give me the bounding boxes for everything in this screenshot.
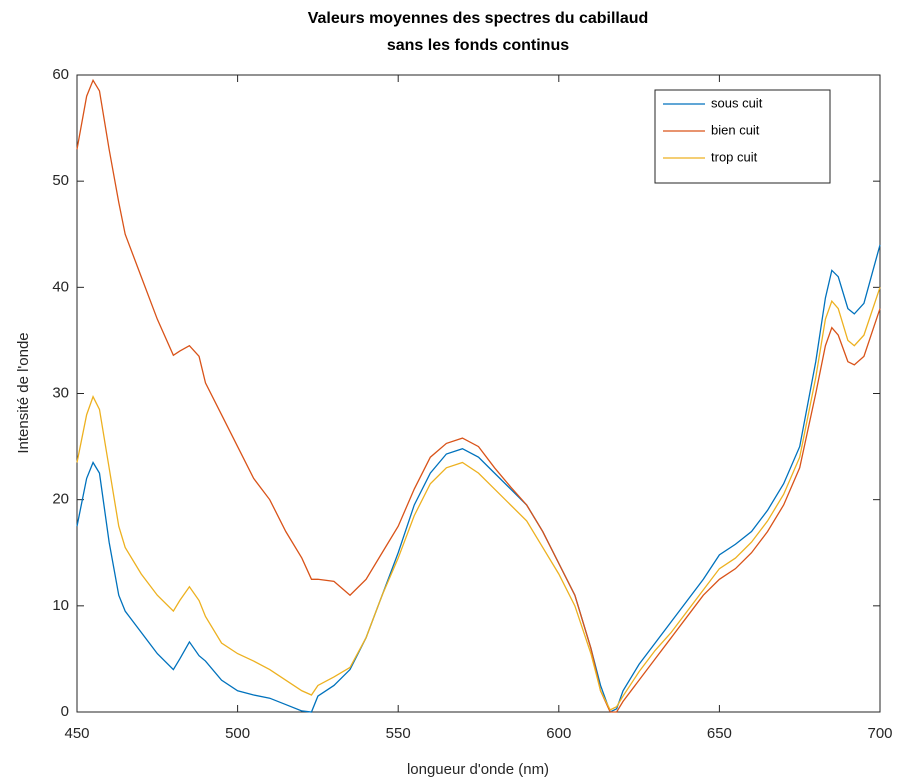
- line: [76, 287, 881, 711]
- x-tick-label: 500: [225, 725, 250, 742]
- legend-label: trop cuit: [711, 149, 758, 164]
- chart-title: sans les fonds continus: [387, 37, 569, 54]
- line: [76, 244, 881, 713]
- legend: [654, 89, 831, 184]
- x-tick-label: 650: [707, 725, 732, 742]
- line: [76, 78, 881, 713]
- y-axis-label: Intensité de l'onde: [15, 332, 32, 453]
- y-tick-label: 60: [52, 66, 69, 83]
- x-axis-label: longueur d'onde (nm): [407, 761, 549, 778]
- y-tick-label: 20: [52, 491, 69, 508]
- x-tick-label: 550: [386, 725, 411, 742]
- x-tick-label: 700: [867, 725, 892, 742]
- x-tick-label: 600: [546, 725, 571, 742]
- y-tick-label: 50: [52, 172, 69, 189]
- chart-title: Valeurs moyennes des spectres du cabilla…: [308, 10, 649, 27]
- x-tick-label: 450: [64, 725, 89, 742]
- legend-label: bien cuit: [711, 122, 760, 137]
- y-tick-label: 30: [52, 384, 69, 401]
- y-tick-label: 10: [52, 597, 69, 614]
- y-tick-label: 0: [61, 703, 69, 720]
- legend-label: sous cuit: [711, 95, 763, 110]
- y-tick-label: 40: [52, 278, 69, 295]
